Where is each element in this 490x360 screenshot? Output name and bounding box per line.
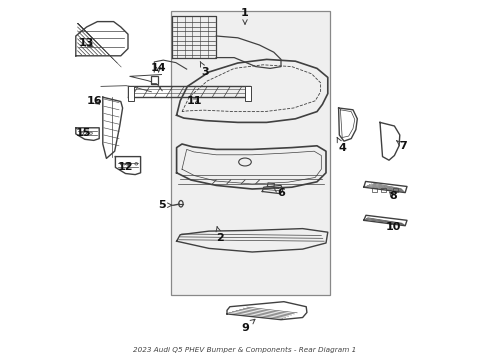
Text: 15: 15 — [76, 128, 92, 138]
Bar — [128, 86, 134, 101]
Bar — [171, 11, 330, 295]
Bar — [245, 86, 251, 101]
Text: 12: 12 — [118, 162, 133, 172]
Text: 3: 3 — [200, 62, 209, 77]
Bar — [372, 188, 377, 192]
Text: 16: 16 — [87, 96, 102, 106]
Text: 7: 7 — [397, 141, 407, 151]
Text: 2: 2 — [216, 227, 223, 243]
Text: 14: 14 — [151, 63, 167, 73]
Text: 10: 10 — [386, 222, 401, 232]
Bar — [381, 188, 386, 192]
Text: 5: 5 — [158, 200, 172, 210]
Text: 13: 13 — [79, 38, 94, 48]
Text: 1: 1 — [241, 8, 249, 24]
Text: 9: 9 — [241, 319, 255, 333]
Text: 4: 4 — [337, 137, 346, 153]
Text: 8: 8 — [390, 191, 397, 201]
Text: 2023 Audi Q5 PHEV Bumper & Components - Rear Diagram 1: 2023 Audi Q5 PHEV Bumper & Components - … — [133, 347, 357, 353]
Text: 11: 11 — [187, 96, 202, 106]
Bar — [151, 76, 158, 84]
Bar — [392, 188, 398, 192]
Text: 6: 6 — [274, 188, 285, 198]
